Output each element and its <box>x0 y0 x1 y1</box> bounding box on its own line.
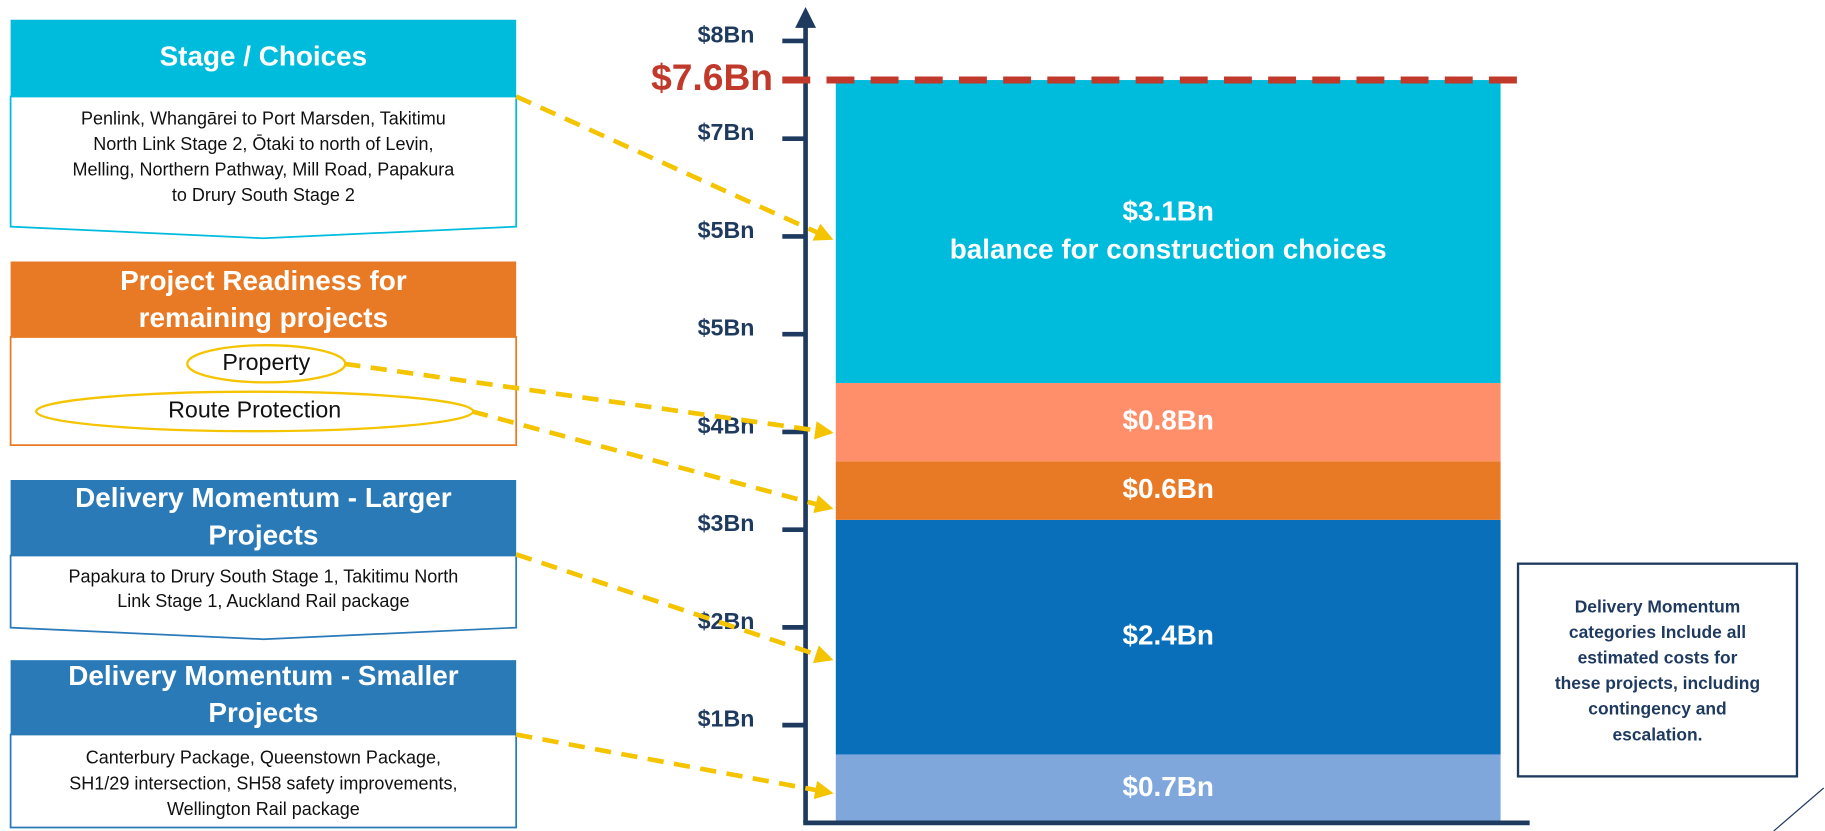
panel-title: Stage / Choices <box>160 40 368 71</box>
bar-segment <box>835 519 1501 755</box>
bar-segment <box>835 754 1501 823</box>
bar-segment <box>835 383 1501 462</box>
reference-label: $7.6Bn <box>651 56 773 98</box>
y-tick-label: $5Bn <box>698 217 755 243</box>
panel-title: Project Readiness for <box>120 265 407 296</box>
note-text: categories Include all <box>1569 622 1746 642</box>
bar-segment <box>835 80 1501 384</box>
panel-text: North Link Stage 2, Ōtaki to north of Le… <box>93 134 433 154</box>
note-text: estimated costs for <box>1578 648 1738 668</box>
panel-text: Melling, Northern Pathway, Mill Road, Pa… <box>72 160 455 180</box>
panel-text: SH1/29 intersection, SH58 safety improve… <box>69 773 457 793</box>
connector-arrow <box>515 552 834 664</box>
segment-note: balance for construction choices <box>950 234 1387 265</box>
segment-label: $2.4Bn <box>1122 620 1213 651</box>
panel-header <box>10 19 517 97</box>
panel-text: Canterbury Package, Queenstown Package, <box>86 748 441 768</box>
panel-text: Wellington Rail package <box>167 799 360 819</box>
panel-header <box>10 660 517 735</box>
panel-item: Property <box>222 349 310 375</box>
note-text: escalation. <box>1612 724 1702 744</box>
panel-title: remaining projects <box>139 302 388 333</box>
panel-header <box>10 480 517 556</box>
y-tick-label: $8Bn <box>698 21 755 47</box>
panel-text: to Drury South Stage 2 <box>172 185 355 205</box>
y-tick-label: $5Bn <box>698 315 755 341</box>
panel-text: Papakura to Drury South Stage 1, Takitim… <box>68 566 458 586</box>
y-tick-label: $7Bn <box>698 119 755 145</box>
corner-decoration <box>1773 787 1825 831</box>
panel-title: Delivery Momentum - Smaller <box>68 660 459 691</box>
segment-label: $0.7Bn <box>1122 771 1213 802</box>
segment-label: $0.6Bn <box>1122 473 1213 504</box>
panel-title: Projects <box>208 519 318 550</box>
panel-text: Penlink, Whangārei to Port Marsden, Taki… <box>81 108 446 128</box>
segment-label: $3.1Bn <box>1122 195 1213 226</box>
connector-arrow <box>515 732 834 800</box>
panel-text: Link Stage 1, Auckland Rail package <box>117 591 409 611</box>
connector-arrow <box>343 361 834 440</box>
connector-arrow <box>471 409 834 514</box>
connector-arrow <box>515 94 834 241</box>
panel-title: Projects <box>208 697 318 728</box>
panel-item: Route Protection <box>168 397 341 423</box>
panel-title: Delivery Momentum - Larger <box>75 482 452 513</box>
y-tick-label: $1Bn <box>698 706 755 732</box>
y-tick-label: $3Bn <box>698 510 755 536</box>
axis-arrow <box>795 6 817 28</box>
note-text: contingency and <box>1588 699 1726 719</box>
segment-label: $0.8Bn <box>1122 405 1213 436</box>
note-text: Delivery Momentum <box>1575 596 1741 616</box>
bar-segment <box>835 461 1501 520</box>
note-box <box>1516 562 1799 778</box>
panel-header <box>10 261 517 338</box>
note-text: these projects, including <box>1555 673 1760 693</box>
